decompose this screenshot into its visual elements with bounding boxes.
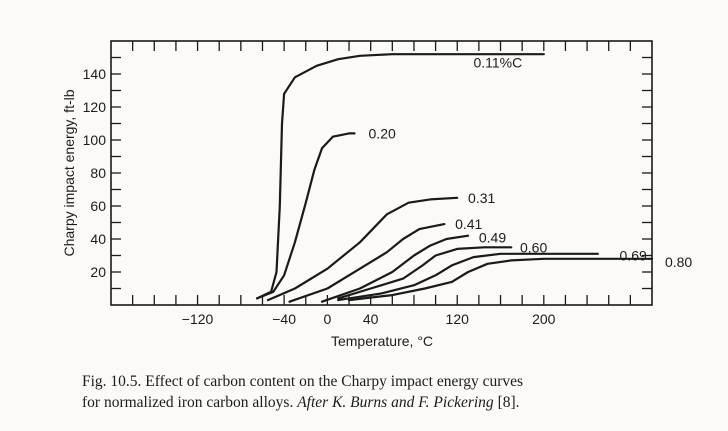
curve-label: 0.11%C (473, 54, 522, 70)
curve-label: 0.80 (665, 254, 692, 270)
caption-line-2: for normalized iron carbon alloys. (82, 394, 294, 411)
curve-label: 0.41 (455, 216, 482, 232)
x-tick-label: 200 (532, 311, 556, 327)
curve-0-49 (320, 234, 470, 303)
x-tick-label: 40 (363, 311, 379, 327)
curve-0-11-C (256, 53, 545, 300)
curve-0-31 (266, 196, 459, 302)
y-tick-label: 80 (90, 165, 106, 181)
y-tick-label: 40 (90, 231, 106, 247)
curve-0-20 (256, 132, 356, 300)
curve-0-60 (337, 246, 513, 300)
x-tick-label: −40 (272, 311, 296, 327)
caption-credit: After K. Burns and F. Pickering (297, 394, 494, 411)
charpy-chart: −120 −40 0 40 120 200 20 40 60 80 100 120 140 0.11%C… (61, 40, 693, 349)
y-tick-label: 20 (90, 264, 106, 280)
curve-label: 0.60 (520, 239, 547, 255)
curve-label: 0.69 (620, 248, 647, 264)
curve-0-41 (288, 223, 446, 303)
y-axis-title: Charpy impact energy, ft-lb (61, 89, 77, 256)
x-tick-label: −120 (182, 311, 214, 327)
x-tick-label: 120 (446, 311, 470, 327)
y-tick-label: 120 (83, 99, 107, 115)
curve-label: 0.49 (479, 229, 506, 245)
y-tick-label: 100 (83, 132, 107, 148)
figure-caption: Fig. 10.5. Effect of carbon content on t… (82, 371, 702, 413)
x-axis-title: Temperature, °C (331, 333, 433, 349)
curve-label: 0.20 (369, 125, 396, 141)
caption-reference: [8]. (497, 394, 520, 411)
x-tick-label: 0 (324, 311, 332, 327)
curves-layer (256, 53, 654, 303)
curve-0-80 (347, 257, 654, 302)
plot-frame (110, 40, 653, 306)
curve-0-69 (337, 252, 599, 302)
caption-line-1: Fig. 10.5. Effect of carbon content on t… (82, 373, 524, 390)
y-tick-label: 60 (90, 198, 106, 214)
y-tick-label: 140 (83, 66, 107, 82)
curve-labels-layer: 0.11%C 0.20 0.31 0.410.49 0.60 0.69 0.80 (369, 54, 693, 270)
curve-label: 0.31 (468, 190, 495, 206)
